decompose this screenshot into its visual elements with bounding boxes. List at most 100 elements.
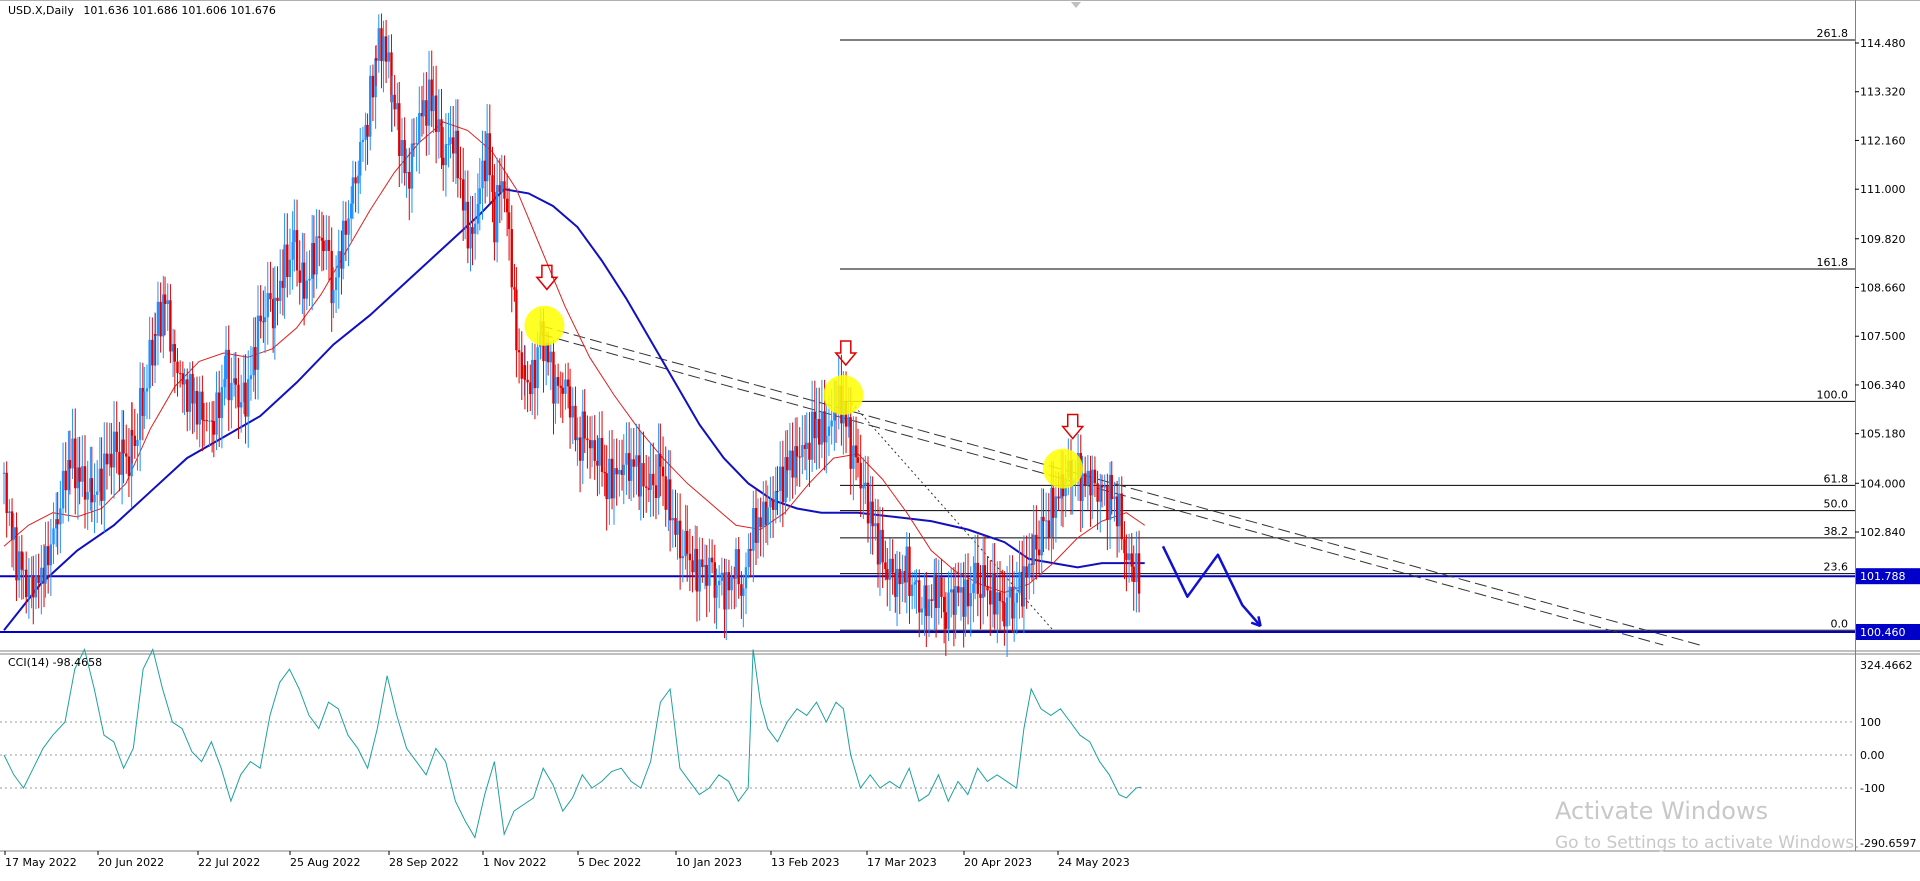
candle-body bbox=[966, 579, 970, 607]
candle-body bbox=[1005, 597, 1009, 627]
candle-body bbox=[478, 188, 481, 204]
candle-body bbox=[615, 468, 618, 475]
candle-body bbox=[188, 373, 192, 412]
candle-body bbox=[76, 467, 80, 489]
candle-body bbox=[462, 179, 465, 211]
annotations[interactable] bbox=[524, 264, 1262, 628]
candle-body bbox=[1089, 470, 1092, 496]
candle-body bbox=[86, 492, 89, 500]
candle-body bbox=[1113, 496, 1116, 500]
candle-body bbox=[130, 429, 134, 436]
price-tick-label: 112.160 bbox=[1860, 134, 1906, 147]
date-tick-label: 25 Aug 2022 bbox=[290, 856, 360, 869]
candle-body bbox=[366, 124, 369, 137]
candle-body bbox=[351, 177, 355, 204]
candle-body bbox=[905, 546, 908, 583]
date-tick-label: 28 Sep 2022 bbox=[389, 856, 459, 869]
candle-body bbox=[642, 463, 645, 487]
candle-body bbox=[125, 453, 128, 457]
candle-body bbox=[315, 236, 318, 275]
candle-body bbox=[871, 501, 874, 527]
candle-body bbox=[895, 568, 899, 597]
candle-body bbox=[15, 527, 18, 581]
candle-body bbox=[667, 479, 670, 510]
candle-body bbox=[727, 572, 731, 591]
candle-body bbox=[276, 297, 279, 301]
candle-body bbox=[195, 390, 199, 425]
candle-body bbox=[876, 523, 880, 565]
candle-body bbox=[166, 300, 169, 304]
candle-body bbox=[1001, 601, 1004, 603]
candle-body bbox=[652, 473, 655, 486]
candle-body bbox=[476, 203, 480, 224]
candle-body bbox=[341, 220, 345, 269]
candle-body bbox=[1015, 593, 1019, 603]
candle-body bbox=[454, 130, 458, 154]
support-price-tag: 100.460 bbox=[1860, 626, 1906, 639]
candle-body bbox=[247, 379, 250, 417]
candle-body bbox=[259, 315, 262, 322]
candle-body bbox=[8, 511, 11, 514]
current-price-tag: 101.788 bbox=[1860, 570, 1906, 583]
date-tick-label: 24 May 2023 bbox=[1058, 856, 1130, 869]
candle-body bbox=[1086, 470, 1090, 486]
candle-body bbox=[776, 490, 779, 492]
candle-body bbox=[291, 242, 294, 260]
candle-body bbox=[298, 270, 301, 283]
candle-body bbox=[90, 478, 94, 503]
candle-body bbox=[434, 95, 438, 132]
candle-body bbox=[138, 387, 142, 440]
price-tick-label: 113.320 bbox=[1860, 86, 1906, 99]
candle-body bbox=[444, 144, 448, 166]
candle-body bbox=[774, 490, 777, 510]
candle-body bbox=[427, 79, 431, 126]
candle-body bbox=[122, 439, 125, 454]
fib-level-label: 23.6 bbox=[1824, 561, 1849, 574]
candle-body bbox=[818, 419, 821, 445]
candle-body bbox=[163, 294, 167, 304]
candle-body bbox=[2, 472, 6, 474]
candle-body bbox=[377, 28, 380, 61]
candle-body bbox=[510, 229, 513, 288]
slow-moving-average bbox=[3, 188, 1145, 631]
candle-body bbox=[337, 251, 340, 278]
date-tick-label: 17 May 2022 bbox=[5, 856, 77, 869]
date-tick-label: 20 Apr 2023 bbox=[964, 856, 1032, 869]
candle-body bbox=[869, 501, 872, 524]
candle-body bbox=[469, 227, 472, 249]
candle-body bbox=[208, 420, 211, 422]
candle-body bbox=[103, 453, 106, 501]
candle-body bbox=[705, 564, 708, 586]
candle-body bbox=[120, 439, 124, 475]
candle-body bbox=[740, 584, 743, 596]
candle-body bbox=[312, 243, 316, 275]
candle-body bbox=[612, 468, 616, 499]
date-tick-label: 17 Mar 2023 bbox=[867, 856, 937, 869]
candle-body bbox=[1137, 553, 1141, 594]
candle-body bbox=[898, 568, 901, 585]
candle-body bbox=[627, 453, 631, 481]
candle-body bbox=[925, 585, 928, 617]
candle-body bbox=[281, 280, 285, 288]
candle-body bbox=[171, 344, 175, 352]
date-tick-label: 5 Dec 2022 bbox=[578, 856, 641, 869]
shift-marker[interactable] bbox=[1071, 2, 1081, 8]
candle-body bbox=[1093, 469, 1097, 484]
candle-body bbox=[517, 350, 521, 353]
candle-body bbox=[181, 373, 185, 385]
candle-body bbox=[186, 379, 189, 412]
candle-body bbox=[852, 445, 855, 469]
price-candles bbox=[2, 13, 1141, 658]
candle-body bbox=[559, 385, 563, 388]
date-tick-label: 22 Jul 2022 bbox=[198, 856, 260, 869]
candle-body bbox=[500, 181, 503, 193]
candle-body bbox=[986, 585, 989, 591]
candle-body bbox=[1040, 516, 1043, 556]
sell-arrow-icon bbox=[1061, 413, 1085, 440]
candle-body bbox=[901, 571, 904, 585]
candle-body bbox=[64, 470, 67, 491]
candle-body bbox=[637, 455, 641, 497]
candle-body bbox=[801, 445, 804, 458]
horizontal-levels[interactable]: 101.788 100.460 bbox=[0, 568, 1920, 640]
